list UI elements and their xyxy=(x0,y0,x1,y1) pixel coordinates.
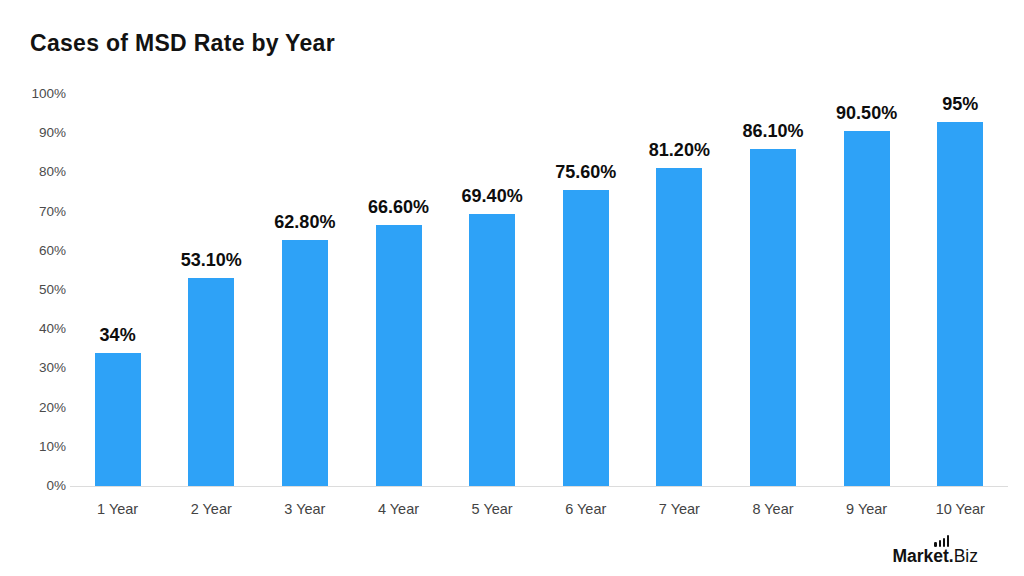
y-tick-label: 80% xyxy=(0,163,66,181)
bar-group: 81.20%7 Year xyxy=(633,94,725,486)
chart-title: Cases of MSD Rate by Year xyxy=(30,30,335,57)
bar-series: 34%1 Year53.10%2 Year62.80%3 Year66.60%4… xyxy=(70,94,1008,486)
x-axis-label: 8 Year xyxy=(727,501,819,517)
x-axis-label: 7 Year xyxy=(633,501,725,517)
bar xyxy=(469,214,515,486)
bar-group: 75.60%6 Year xyxy=(540,94,632,486)
marketbiz-logo-text: Market.Biz xyxy=(892,546,978,566)
bar xyxy=(95,353,141,486)
y-tick-label: 100% xyxy=(0,85,66,103)
bar-chart-icon xyxy=(934,535,949,547)
x-axis-label: 5 Year xyxy=(446,501,538,517)
bar-group: 86.10%8 Year xyxy=(727,94,819,486)
y-tick-label: 30% xyxy=(0,359,66,377)
logo-biz-label: Biz xyxy=(954,546,978,566)
bar xyxy=(188,278,234,486)
bar-value-label: 69.40% xyxy=(462,186,523,207)
bar-group: 69.40%5 Year xyxy=(446,94,538,486)
x-axis-label: 9 Year xyxy=(821,501,913,517)
y-tick-label: 40% xyxy=(0,320,66,338)
bar-group: 90.50%9 Year xyxy=(821,94,913,486)
y-tick-label: 70% xyxy=(0,203,66,221)
bar xyxy=(563,190,609,486)
bar xyxy=(750,149,796,487)
x-axis-label: 1 Year xyxy=(72,501,164,517)
bar-group: 34%1 Year xyxy=(72,94,164,486)
bar xyxy=(282,240,328,486)
y-axis: 100%90%80%70%60%50%40%30%20%10%0% xyxy=(0,94,66,486)
marketbiz-logo: Market.Biz xyxy=(892,532,978,566)
x-axis-label: 10 Year xyxy=(914,501,1006,517)
bar-value-label: 90.50% xyxy=(836,103,897,124)
x-axis-label: 3 Year xyxy=(259,501,351,517)
y-tick-label: 20% xyxy=(0,399,66,417)
bar-group: 53.10%2 Year xyxy=(165,94,257,486)
bar-value-label: 53.10% xyxy=(181,250,242,271)
bar-value-label: 34% xyxy=(100,325,136,346)
y-tick-label: 60% xyxy=(0,242,66,260)
bar xyxy=(376,225,422,486)
bar-value-label: 66.60% xyxy=(368,197,429,218)
plot-area: 34%1 Year53.10%2 Year62.80%3 Year66.60%4… xyxy=(70,94,1008,487)
bar-value-label: 95% xyxy=(942,94,978,115)
bar-value-label: 75.60% xyxy=(555,162,616,183)
y-tick-label: 50% xyxy=(0,281,66,299)
bar xyxy=(937,122,983,486)
logo-market-label: Market. xyxy=(892,546,953,566)
bar-value-label: 62.80% xyxy=(274,212,335,233)
y-tick-label: 0% xyxy=(0,477,66,495)
x-axis-label: 2 Year xyxy=(165,501,257,517)
x-axis-label: 4 Year xyxy=(353,501,445,517)
y-tick-label: 10% xyxy=(0,438,66,456)
bar-group: 95%10 Year xyxy=(914,94,1006,486)
bar-value-label: 81.20% xyxy=(649,140,710,161)
bar-group: 62.80%3 Year xyxy=(259,94,351,486)
bar xyxy=(656,168,702,486)
bar-value-label: 86.10% xyxy=(742,121,803,142)
bar-group: 66.60%4 Year xyxy=(353,94,445,486)
y-tick-label: 90% xyxy=(0,124,66,142)
chart-page: Cases of MSD Rate by Year 100% 90% 80% 70% 6… xyxy=(0,0,1024,576)
bar xyxy=(844,131,890,486)
x-axis-label: 6 Year xyxy=(540,501,632,517)
